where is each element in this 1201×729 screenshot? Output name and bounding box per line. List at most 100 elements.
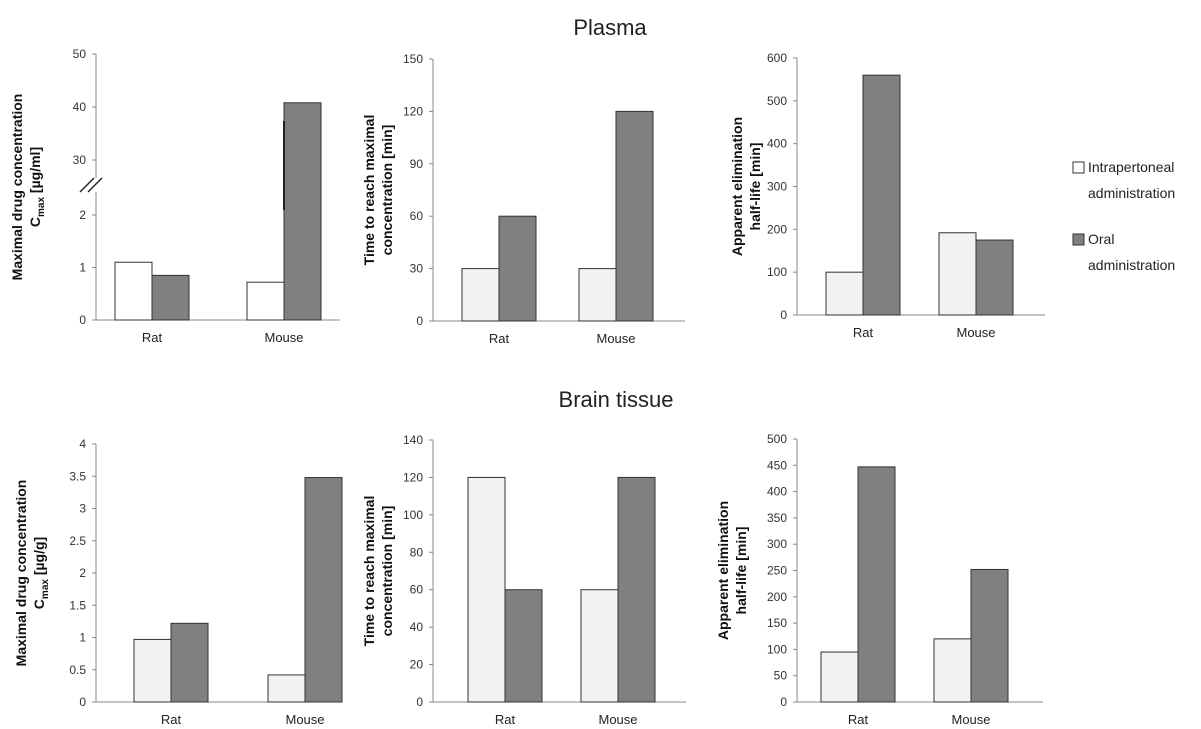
y-tick-label: 1	[79, 261, 86, 275]
bar-intraperitoneal-mouse	[938, 232, 977, 316]
bar-oral-mouse	[970, 568, 1009, 703]
y-tick-label: 600	[767, 51, 787, 65]
y-axis-label: Apparent elimination half-life [min]	[715, 501, 749, 640]
y-tick-label: 50	[774, 669, 788, 683]
bar-intraperitoneal-rat	[461, 268, 500, 322]
y-tick-label: 100	[403, 508, 423, 522]
axis-break-mark	[79, 177, 95, 193]
bar-intraperitoneal-rat	[820, 651, 859, 703]
y-tick-label: 0	[780, 308, 787, 322]
y-tick-label: 500	[767, 432, 787, 446]
y-tick-label: 80	[410, 545, 424, 559]
x-category-label: Mouse	[956, 325, 995, 340]
legend-swatch-oral	[1072, 233, 1085, 246]
y-axis-label: Time to reach maximal concentration [min]	[361, 496, 395, 647]
chart-panel-6: 0 50 100 150 200 250 300 350 400 450 500 Rat Mouse Ap…	[715, 432, 1043, 727]
y-tick-label: 1	[79, 631, 86, 645]
bar-oral-rat	[498, 215, 537, 322]
section-title-brain-tissue: Brain tissue	[559, 387, 674, 412]
legend-label-intraperitoneal-line2: administration	[1088, 185, 1175, 201]
bar-intraperitoneal-rat	[825, 271, 864, 316]
bar-oral-mouse	[283, 102, 322, 321]
y-axis-label-line1: Time to reach maximal	[361, 496, 377, 647]
bar-oral-rat	[862, 74, 901, 316]
y-axis-label-line2: Cmax [µg/g]	[31, 537, 51, 609]
bar-oral-mouse	[975, 239, 1014, 316]
y-tick-label: 40	[410, 620, 424, 634]
section-title-plasma: Plasma	[573, 15, 647, 40]
y-tick-label: 120	[403, 470, 423, 484]
y-tick-label: 60	[410, 209, 424, 223]
y-axis-label-line2: concentration [min]	[379, 125, 395, 256]
y-axis-label-line1: Apparent elimination	[729, 117, 745, 256]
chart-panel-5: 0 20 40 60 80 100 120 140 Rat Mouse Time to reach …	[361, 433, 686, 727]
y-tick-label: 100	[767, 265, 787, 279]
x-category-label: Rat	[495, 712, 516, 727]
y-axis-label-line2: concentration [min]	[379, 506, 395, 637]
x-category-label: Rat	[489, 331, 510, 346]
y-axis-label-line1: Apparent elimination	[715, 501, 731, 640]
y-tick-label: 90	[410, 157, 424, 171]
bar-oral-rat	[857, 466, 896, 703]
chart-panel-2: 0 30 60 90 120 150 Rat Mouse Time to reach maxim…	[361, 52, 685, 346]
y-axis-label: Maximal drug concentration Cmax [µg/ml]	[9, 94, 47, 281]
bar-intraperitoneal-mouse	[580, 589, 619, 703]
bar-oral-mouse	[615, 110, 654, 322]
y-tick-label: 450	[767, 458, 787, 472]
y-tick-label: 400	[767, 137, 787, 151]
y-tick-label: 300	[767, 180, 787, 194]
y-tick-label: 1.5	[69, 598, 86, 612]
y-axis-label-line1: Maximal drug concentration	[9, 94, 25, 281]
y-tick-label: 400	[767, 485, 787, 499]
x-category-label: Rat	[848, 712, 869, 727]
y-axis-label-line2: Cmax [µg/ml]	[27, 147, 47, 227]
bar-intraperitoneal-mouse	[578, 268, 617, 322]
bar-intraperitoneal-mouse	[933, 638, 972, 703]
y-tick-label: 4	[79, 437, 86, 451]
y-tick-label: 0	[780, 695, 787, 709]
y-tick-label: 30	[73, 153, 87, 167]
y-axis-label-line1: Maximal drug concentration	[13, 480, 29, 667]
y-axis-label-line2: half-life [min]	[733, 527, 749, 615]
bar-intraperitoneal-mouse	[246, 281, 285, 321]
y-tick-label: 200	[767, 222, 787, 236]
x-category-label: Mouse	[285, 712, 324, 727]
y-tick-label: 50	[73, 47, 87, 61]
chart-panel-4: 0 0.5 1 1.5 2 2.5 3 3.5 4 Rat Mouse Maximal drug co…	[13, 437, 343, 727]
y-tick-label: 500	[767, 94, 787, 108]
y-tick-label: 0	[79, 313, 86, 327]
y-tick-label: 0.5	[69, 663, 86, 677]
y-tick-label: 0	[416, 695, 423, 709]
x-category-label: Mouse	[598, 712, 637, 727]
y-tick-label: 150	[403, 52, 423, 66]
y-tick-label: 100	[767, 642, 787, 656]
y-tick-label: 350	[767, 511, 787, 525]
legend-label-intraperitoneal-line1: Intrapertoneal	[1088, 159, 1174, 175]
y-axis-label: Time to reach maximal concentration [min]	[361, 115, 395, 266]
bar-intraperitoneal-rat	[114, 261, 153, 321]
x-category-label: Mouse	[264, 330, 303, 345]
legend-label-oral-line1: Oral	[1088, 231, 1114, 247]
y-tick-label: 300	[767, 537, 787, 551]
y-tick-label: 150	[767, 616, 787, 630]
y-tick-label: 250	[767, 564, 787, 578]
y-tick-label: 3.5	[69, 469, 86, 483]
chart-panel-1: 0 1 2 30 40 50 Rat Mouse Maximal drug concentrat…	[9, 47, 340, 345]
legend-swatch-intraperitoneal	[1072, 161, 1085, 174]
y-tick-label: 140	[403, 433, 423, 447]
legend-label-oral-line2: administration	[1088, 257, 1175, 273]
x-category-label: Rat	[142, 330, 163, 345]
y-tick-label: 200	[767, 590, 787, 604]
bar-oral-rat	[170, 622, 209, 703]
bar-oral-mouse	[617, 476, 656, 703]
y-axis-label-line2: half-life [min]	[747, 143, 763, 231]
y-tick-label: 60	[410, 583, 424, 597]
y-tick-label: 40	[73, 100, 87, 114]
axis-break-mark	[87, 177, 103, 193]
y-axis-label: Apparent elimination half-life [min]	[729, 117, 763, 256]
bar-oral-rat	[151, 274, 190, 321]
y-tick-label: 2	[79, 208, 86, 222]
bar-intraperitoneal-mouse	[267, 674, 306, 703]
